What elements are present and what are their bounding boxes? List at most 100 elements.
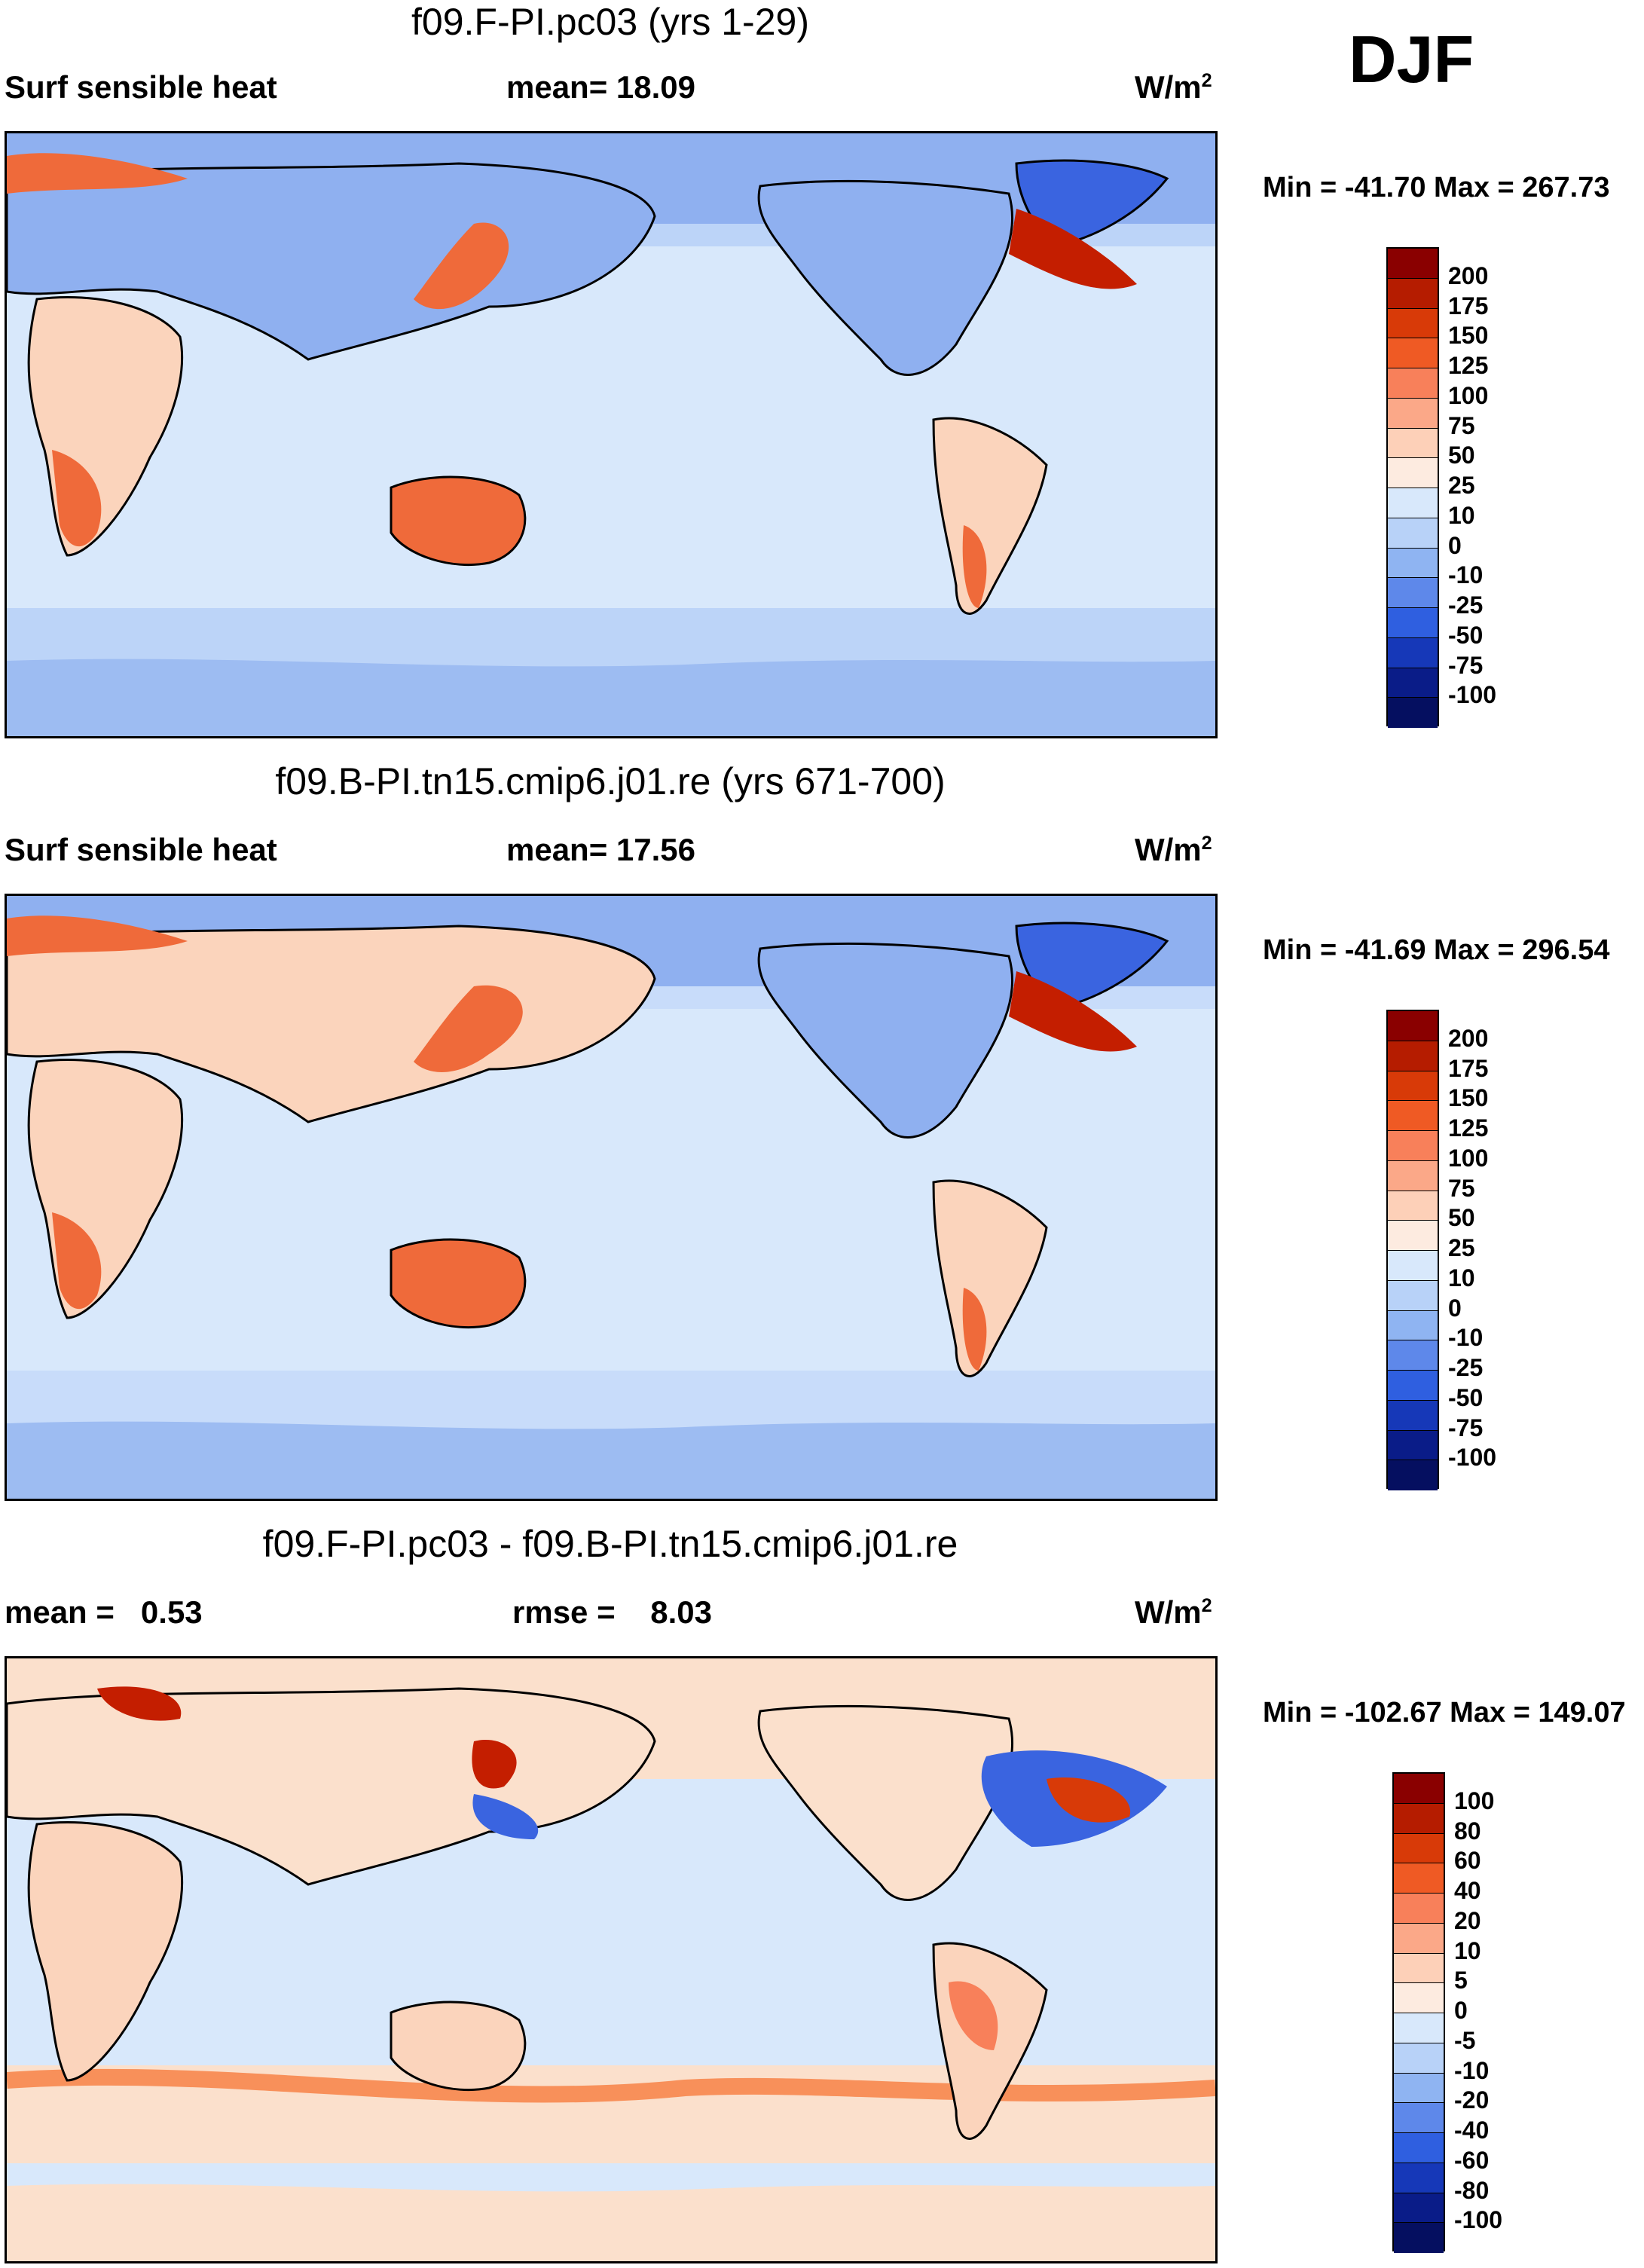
patagonia-hot (962, 525, 987, 608)
panel-1-min-max: Min = -41.70 Max = 267.73 (1263, 172, 1610, 203)
south-america-landmass (932, 417, 1048, 615)
europe-warm-patch (7, 153, 188, 194)
colorbar-level-label: -5 (1454, 2026, 1476, 2054)
colorbar-swatch (1388, 249, 1438, 279)
colorbar-swatch (1388, 1160, 1438, 1191)
colorbar-swatch (1388, 1041, 1438, 1071)
colorbar-level-label: -10 (1454, 2056, 1490, 2084)
colorbar-level-label: -40 (1454, 2117, 1490, 2144)
north-america-landmass (757, 1704, 1013, 1901)
southern-africa-hot (52, 450, 102, 547)
colorbar-level-label: -60 (1454, 2146, 1490, 2174)
colorbar-level-label: 0 (1448, 1294, 1462, 1322)
colorbar-swatch (1388, 1371, 1438, 1401)
panel-2-units: W/m2 (1135, 832, 1212, 867)
colorbar-level-label: -25 (1448, 1354, 1484, 1381)
colorbar-swatch (1388, 1280, 1438, 1311)
panel-1-map (5, 131, 1218, 738)
colorbar-swatch (1388, 368, 1438, 399)
colorbar-level-label: -20 (1454, 2086, 1490, 2114)
colorbar-level-label: 175 (1448, 292, 1489, 319)
colorbar-swatch (1388, 1071, 1438, 1102)
colorbar-level-label: 100 (1448, 381, 1489, 409)
panel-2-map-svg (7, 896, 1215, 1499)
colorbar-level-label: 50 (1448, 1204, 1475, 1232)
colorbar-swatch (1388, 637, 1438, 668)
colorbar-level-label: 75 (1448, 1174, 1475, 1202)
europe-warm-patch (7, 915, 188, 956)
colorbar-level-label: -50 (1448, 621, 1484, 649)
colorbar-level-label: 175 (1448, 1054, 1489, 1082)
colorbar-swatch (1394, 1863, 1444, 1894)
colorbar-swatch (1394, 1894, 1444, 1924)
colorbar-level-label: 150 (1448, 1084, 1489, 1112)
colorbar-level-label: 80 (1454, 1817, 1481, 1845)
colorbar-level-label: 10 (1454, 1936, 1481, 1964)
patagonia-hot (962, 1288, 987, 1371)
colorbar-swatch (1394, 2043, 1444, 2074)
season-label: DJF (1349, 22, 1474, 96)
colorbar-swatch (1388, 488, 1438, 518)
colorbar-swatch (1394, 1803, 1444, 1834)
colorbar-level-label: 125 (1448, 352, 1489, 379)
colorbar-level-label: 20 (1454, 1906, 1481, 1934)
colorbar-level-label: 50 (1448, 442, 1475, 469)
panel-1-map-svg (7, 133, 1215, 736)
colorbar-level-label: 25 (1448, 1234, 1475, 1261)
north-america-landmass (757, 942, 1013, 1139)
colorbar-swatch (1388, 1221, 1438, 1251)
colorbar-level-label: -100 (1454, 2206, 1503, 2234)
colorbar-swatch (1388, 578, 1438, 608)
colorbar-swatch (1388, 428, 1438, 459)
panel-3-map-svg (7, 1658, 1215, 2261)
eurasia-landmass (7, 162, 656, 361)
panel-3-colorbar (1392, 1772, 1445, 2253)
colorbar-level-label: 60 (1454, 1847, 1481, 1875)
colorbar-level-label: 0 (1448, 531, 1462, 559)
colorbar-swatch (1388, 1131, 1438, 1161)
colorbar-level-label: -10 (1448, 1324, 1484, 1352)
panel-3-units: W/m2 (1135, 1594, 1212, 1630)
colorbar-level-label: -100 (1448, 681, 1497, 709)
amazon-warm (949, 1981, 998, 2050)
colorbar-swatch (1394, 2193, 1444, 2224)
colorbar-level-label: 10 (1448, 1264, 1475, 1291)
colorbar-swatch (1388, 1430, 1438, 1461)
africa-landmass (27, 1821, 184, 2082)
panel-3-title: f09.F-PI.pc03 - f09.B-PI.tn15.cmip6.j01.… (262, 1523, 958, 1565)
panel-2-map (5, 894, 1218, 1501)
colorbar-swatch (1394, 1774, 1444, 1804)
japan-warm-patch (414, 985, 523, 1072)
colorbar-swatch (1394, 2223, 1444, 2253)
colorbar-level-label: -80 (1454, 2176, 1490, 2204)
colorbar-swatch (1388, 338, 1438, 368)
eurasia-landmass (7, 1687, 656, 1886)
panel-2-min-max: Min = -41.69 Max = 296.54 (1263, 934, 1610, 966)
north-america-landmass (757, 179, 1013, 376)
okhotsk-hot (472, 1740, 517, 1789)
colorbar-level-label: 0 (1454, 1997, 1468, 2024)
panel-3-min-max: Min = -102.67 Max = 149.07 (1263, 1697, 1626, 1729)
australia-landmass (390, 2001, 527, 2092)
colorbar-level-label: 100 (1454, 1787, 1495, 1814)
colorbar-level-label: 10 (1448, 501, 1475, 529)
colorbar-level-label: 5 (1454, 1967, 1468, 1994)
gulf-stream-hot (1009, 209, 1137, 289)
antarctica (7, 2184, 1215, 2261)
colorbar-level-label: 200 (1448, 261, 1489, 289)
colorbar-level-label: 75 (1448, 411, 1475, 439)
colorbar-swatch (1388, 398, 1438, 429)
colorbar-swatch (1388, 698, 1438, 728)
colorbar-swatch (1394, 2133, 1444, 2163)
gulf-stream-hot (1009, 971, 1137, 1052)
colorbar-swatch (1394, 2073, 1444, 2104)
colorbar-swatch (1388, 1460, 1438, 1490)
colorbar-swatch (1388, 1310, 1438, 1341)
japan-warm-patch (414, 222, 509, 310)
panel-2-title: f09.B-PI.tn15.cmip6.j01.re (yrs 671-700) (275, 760, 946, 802)
colorbar-level-label: -75 (1448, 651, 1484, 679)
colorbar-swatch (1388, 548, 1438, 579)
panel-1-colorbar (1386, 247, 1439, 728)
eurasia-landmass (7, 925, 656, 1123)
panel-3-rmse-label: rmse = 8.03 (512, 1594, 713, 1630)
